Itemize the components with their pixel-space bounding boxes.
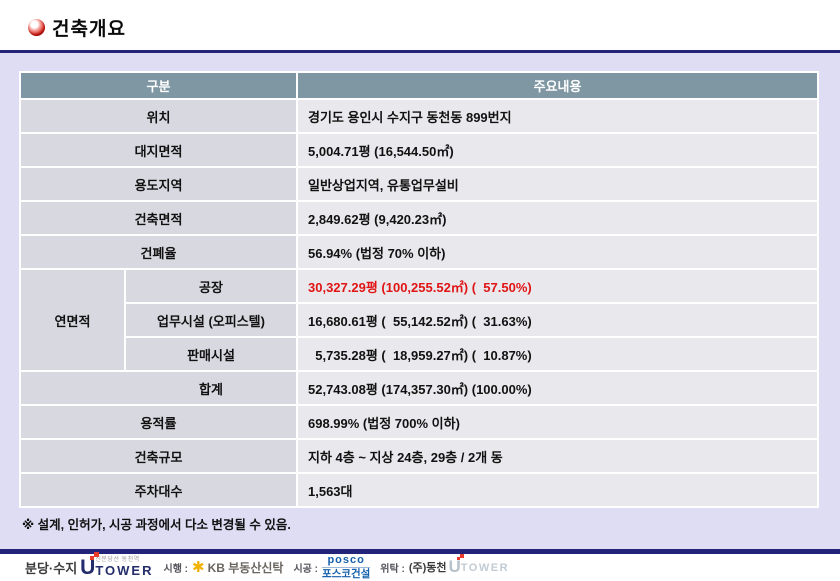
kb-trust-logo: ✱ KB 부동산신탁 bbox=[192, 559, 283, 576]
row-label: 건축규모 bbox=[21, 440, 296, 472]
table-row: 건축규모 지하 4층 ~ 지상 24층, 29층 / 2개 동 bbox=[21, 440, 817, 472]
subrow-label: 업무시설 (오피스텔) bbox=[126, 304, 296, 336]
title-bar: 건축개요 bbox=[28, 14, 126, 41]
building-spec-table: 구분 주요내용 위치 경기도 용인시 수지구 동천동 899번지 대지면적 5,… bbox=[19, 71, 819, 508]
kb-star-icon: ✱ bbox=[192, 559, 205, 576]
table-row: 대지면적 5,004.71평 (16,544.50㎡) bbox=[21, 134, 817, 166]
utower-logo: 분당·수지 U 신분당선 동천역 TOWER bbox=[25, 552, 154, 578]
builder-label: 시공 : bbox=[293, 564, 318, 575]
posco-logo: posco 포스코건설 bbox=[321, 554, 371, 580]
table-row: 건폐율 56.94% (법정 70% 이하) bbox=[21, 236, 817, 268]
total-label: 합계 bbox=[21, 372, 296, 404]
subrow-label: 공장 bbox=[126, 270, 296, 302]
table-row: 건축면적 2,849.62평 (9,420.23㎡) bbox=[21, 202, 817, 234]
bottom-divider bbox=[0, 549, 840, 554]
row-value: 경기도 용인시 수지구 동천동 899번지 bbox=[298, 100, 817, 132]
red-square-icon bbox=[456, 557, 460, 560]
utower-logo-prefix: 분당·수지 bbox=[25, 561, 78, 576]
table-row: 용적률 698.99% (법정 700% 이하) bbox=[21, 406, 817, 438]
row-value: 698.99% (법정 700% 이하) bbox=[298, 406, 817, 438]
row-value: 56.94% (법정 70% 이하) bbox=[298, 236, 817, 268]
total-row: 합계 52,743.08평 (174,357.30㎡) (100.00%) bbox=[21, 372, 817, 404]
row-label: 대지면적 bbox=[21, 134, 296, 166]
row-value: 2,849.62평 (9,420.23㎡) bbox=[298, 202, 817, 234]
utower-logo-tagline: 신분당선 동천역 bbox=[95, 557, 140, 563]
red-square-icon bbox=[90, 556, 95, 560]
table-header-row: 구분 주요내용 bbox=[21, 73, 817, 98]
row-value: 지하 4층 ~ 지상 24층, 29층 / 2개 동 bbox=[298, 440, 817, 472]
row-label: 주차대수 bbox=[21, 474, 296, 506]
utower-u-icon: U bbox=[80, 552, 100, 578]
red-square-icon bbox=[459, 554, 464, 558]
subrow-label: 판매시설 bbox=[126, 338, 296, 370]
utower-logo-tower: TOWER bbox=[95, 563, 154, 578]
floor-area-group: 연면적 공장 30,327.29평 (100,255.52㎡) ( 57.50%… bbox=[21, 270, 817, 370]
page-title: 건축개요 bbox=[52, 19, 126, 40]
group-label: 연면적 bbox=[21, 270, 124, 370]
subrow-value: 16,680.61평 ( 55,142.52㎡) ( 31.63%) bbox=[298, 304, 817, 336]
table-subrow: 업무시설 (오피스텔) 16,680.61평 ( 55,142.52㎡) ( 3… bbox=[126, 304, 817, 336]
table-row: 용도지역 일반상업지역, 유통업무설비 bbox=[21, 168, 817, 200]
utower-logo-tower-gray: TOWER bbox=[460, 562, 510, 574]
content-area: 구분 주요내용 위치 경기도 용인시 수지구 동천동 899번지 대지면적 5,… bbox=[0, 53, 840, 549]
trustee-label: 위탁 : bbox=[380, 564, 405, 575]
table-subrow: 공장 30,327.29평 (100,255.52㎡) ( 57.50%) bbox=[126, 270, 817, 302]
header-category: 구분 bbox=[21, 73, 296, 98]
table-row: 주차대수 1,563대 bbox=[21, 474, 817, 506]
trustee-logo: (주)동천 U TOWER bbox=[408, 554, 510, 576]
kb-trust-name: KB 부동산신탁 bbox=[207, 561, 284, 575]
footer-logo-bar: 분당·수지 U 신분당선 동천역 TOWER 시행 : ✱ KB 부동산신탁 시… bbox=[0, 552, 840, 581]
table-row: 위치 경기도 용인시 수지구 동천동 899번지 bbox=[21, 100, 817, 132]
red-square-icon bbox=[94, 552, 100, 557]
posco-logo-kr: 포스코건설 bbox=[321, 566, 371, 580]
disclaimer-note: ※ 설계, 인허가, 시공 과정에서 다소 변경될 수 있음. bbox=[22, 518, 291, 532]
row-label: 용도지역 bbox=[21, 168, 296, 200]
row-value: 일반상업지역, 유통업무설비 bbox=[298, 168, 817, 200]
header-content: 주요내용 bbox=[298, 73, 817, 98]
developer-label: 시행 : bbox=[163, 564, 189, 575]
row-label: 용적률 bbox=[21, 406, 296, 438]
posco-logo-en: posco bbox=[327, 554, 365, 567]
utower-u-icon-gray: U bbox=[449, 554, 464, 576]
red-sphere-bullet-icon bbox=[28, 19, 45, 36]
row-label: 건폐율 bbox=[21, 236, 296, 268]
subrow-value-highlighted: 30,327.29평 (100,255.52㎡) ( 57.50%) bbox=[298, 270, 817, 302]
subrow-value: 5,735.28평 ( 18,959.27㎡) ( 10.87%) bbox=[298, 338, 817, 370]
row-label: 위치 bbox=[21, 100, 296, 132]
trustee-company-name: (주)동천 bbox=[408, 562, 447, 574]
top-divider bbox=[0, 50, 840, 53]
row-value: 1,563대 bbox=[298, 474, 817, 506]
table-subrow: 판매시설 5,735.28평 ( 18,959.27㎡) ( 10.87%) bbox=[126, 338, 817, 370]
group-subrows: 공장 30,327.29평 (100,255.52㎡) ( 57.50%) 업무… bbox=[126, 270, 817, 370]
total-value: 52,743.08평 (174,357.30㎡) (100.00%) bbox=[298, 372, 817, 404]
row-value: 5,004.71평 (16,544.50㎡) bbox=[298, 134, 817, 166]
row-label: 건축면적 bbox=[21, 202, 296, 234]
